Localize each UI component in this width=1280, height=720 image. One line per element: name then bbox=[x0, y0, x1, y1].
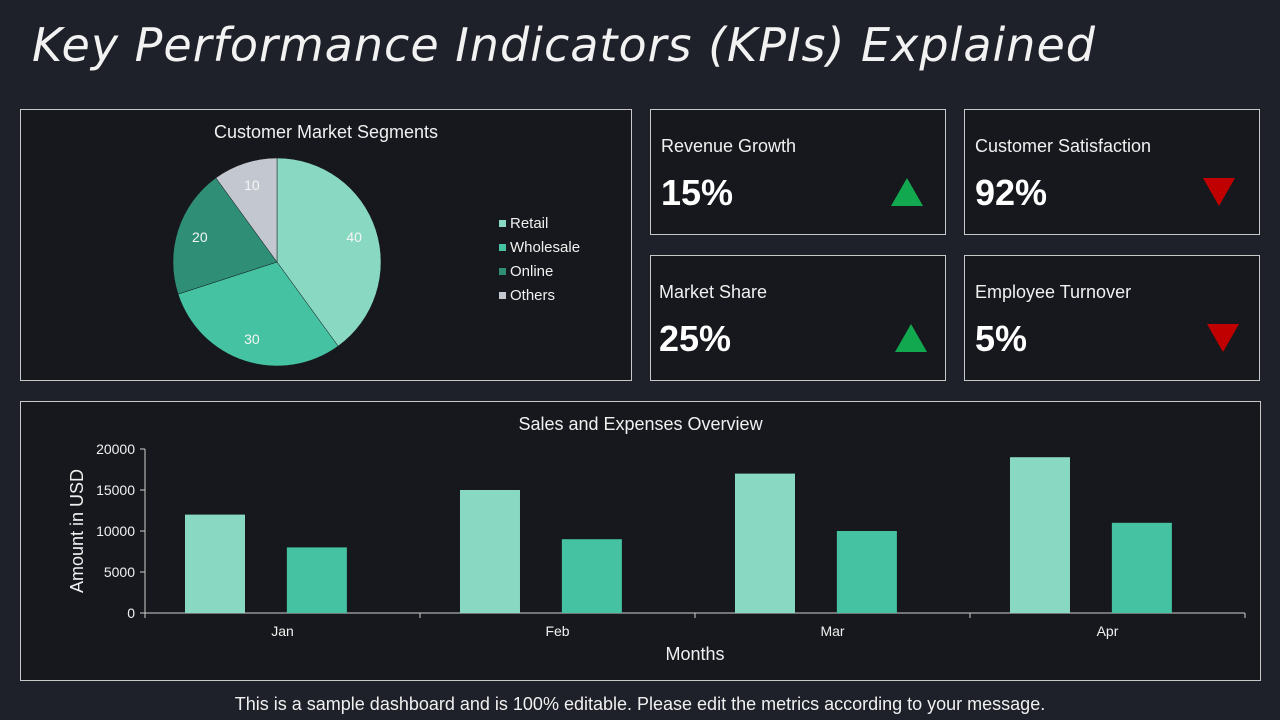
x-tick-label: Apr bbox=[1097, 623, 1119, 639]
kpi-value: 25% bbox=[659, 318, 732, 359]
kpi-card-customer-satisfaction: Customer Satisfaction 92% bbox=[964, 109, 1260, 235]
y-tick-label: 0 bbox=[127, 605, 135, 621]
bar-apr-series-1 bbox=[1009, 457, 1070, 613]
pie-data-label: 30 bbox=[244, 331, 260, 347]
x-axis-label: Months bbox=[665, 644, 724, 664]
trend-up-icon bbox=[895, 324, 927, 352]
legend-label: Others bbox=[510, 287, 556, 304]
footer-note: This is a sample dashboard and is 100% e… bbox=[234, 694, 1046, 714]
kpi-label: Employee Turnover bbox=[975, 282, 1132, 302]
bar-chart-title: Sales and Expenses Overview bbox=[518, 414, 763, 434]
bar-feb-series-2 bbox=[561, 539, 622, 613]
legend-item-others: Others bbox=[499, 287, 555, 304]
y-axis-label: Amount in USD bbox=[67, 469, 87, 593]
y-tick-label: 15000 bbox=[96, 482, 135, 498]
trend-down-icon bbox=[1203, 178, 1235, 206]
page-title: Key Performance Indicators (KPIs) Explai… bbox=[32, 18, 1096, 72]
kpi-value: 5% bbox=[975, 318, 1028, 359]
bar-chart: 0 5000 10000 15000 20000 Jan Feb Mar Apr Months Am… bbox=[67, 441, 1246, 664]
market-segments-panel: Customer Market Segments 40 30 20 10 Retail… bbox=[20, 109, 632, 381]
sales-expenses-panel: Sales and Expenses Overview 0 5000 10000 15… bbox=[20, 401, 1261, 681]
pie-slice-retail bbox=[276, 157, 382, 347]
kpi-value: 92% bbox=[975, 172, 1048, 213]
pie-slice-wholesale bbox=[177, 261, 339, 367]
legend-swatch bbox=[499, 219, 506, 227]
bar-apr-series-2 bbox=[1111, 522, 1172, 613]
x-tick-label: Feb bbox=[545, 623, 569, 639]
legend-item-wholesale: Wholesale bbox=[499, 239, 580, 256]
kpi-card-market-share: Market Share 25% bbox=[650, 255, 946, 381]
pie-chart-title: Customer Market Segments bbox=[213, 122, 439, 142]
pie-data-label: 40 bbox=[346, 229, 362, 245]
trend-up-icon bbox=[891, 178, 923, 206]
pie-data-label: 20 bbox=[192, 229, 208, 245]
x-tick-label: Jan bbox=[271, 623, 294, 639]
kpi-card-revenue-growth: Revenue Growth 15% bbox=[650, 109, 946, 235]
y-tick-label: 10000 bbox=[96, 523, 135, 539]
legend-swatch bbox=[499, 267, 506, 275]
bar-mar-series-2 bbox=[836, 531, 897, 613]
legend-label: Online bbox=[510, 263, 554, 280]
legend-item-online: Online bbox=[499, 263, 553, 280]
kpi-label: Revenue Growth bbox=[661, 136, 797, 156]
x-tick-label: Mar bbox=[820, 623, 844, 639]
bar-jan-series-1 bbox=[184, 514, 245, 613]
kpi-value: 15% bbox=[661, 172, 734, 213]
bar-feb-series-1 bbox=[459, 490, 520, 613]
kpi-label: Customer Satisfaction bbox=[975, 136, 1152, 156]
legend-label: Wholesale bbox=[510, 239, 581, 256]
kpi-card-employee-turnover: Employee Turnover 5% bbox=[964, 255, 1260, 381]
pie-slice-others bbox=[215, 157, 278, 263]
pie-chart: 40 30 20 10 bbox=[172, 157, 382, 367]
legend-label: Retail bbox=[510, 215, 549, 232]
trend-down-icon bbox=[1207, 324, 1239, 352]
legend-item-retail: Retail bbox=[499, 215, 548, 232]
bar-mar-series-1 bbox=[734, 473, 795, 613]
kpi-label: Market Share bbox=[659, 282, 768, 302]
pie-slice-online bbox=[172, 177, 278, 295]
y-tick-label: 20000 bbox=[96, 441, 135, 457]
pie-data-label: 10 bbox=[244, 177, 260, 193]
bar-jan-series-2 bbox=[286, 547, 347, 613]
y-tick-label: 5000 bbox=[104, 564, 135, 580]
legend-swatch bbox=[499, 243, 506, 251]
legend-swatch bbox=[499, 291, 506, 299]
